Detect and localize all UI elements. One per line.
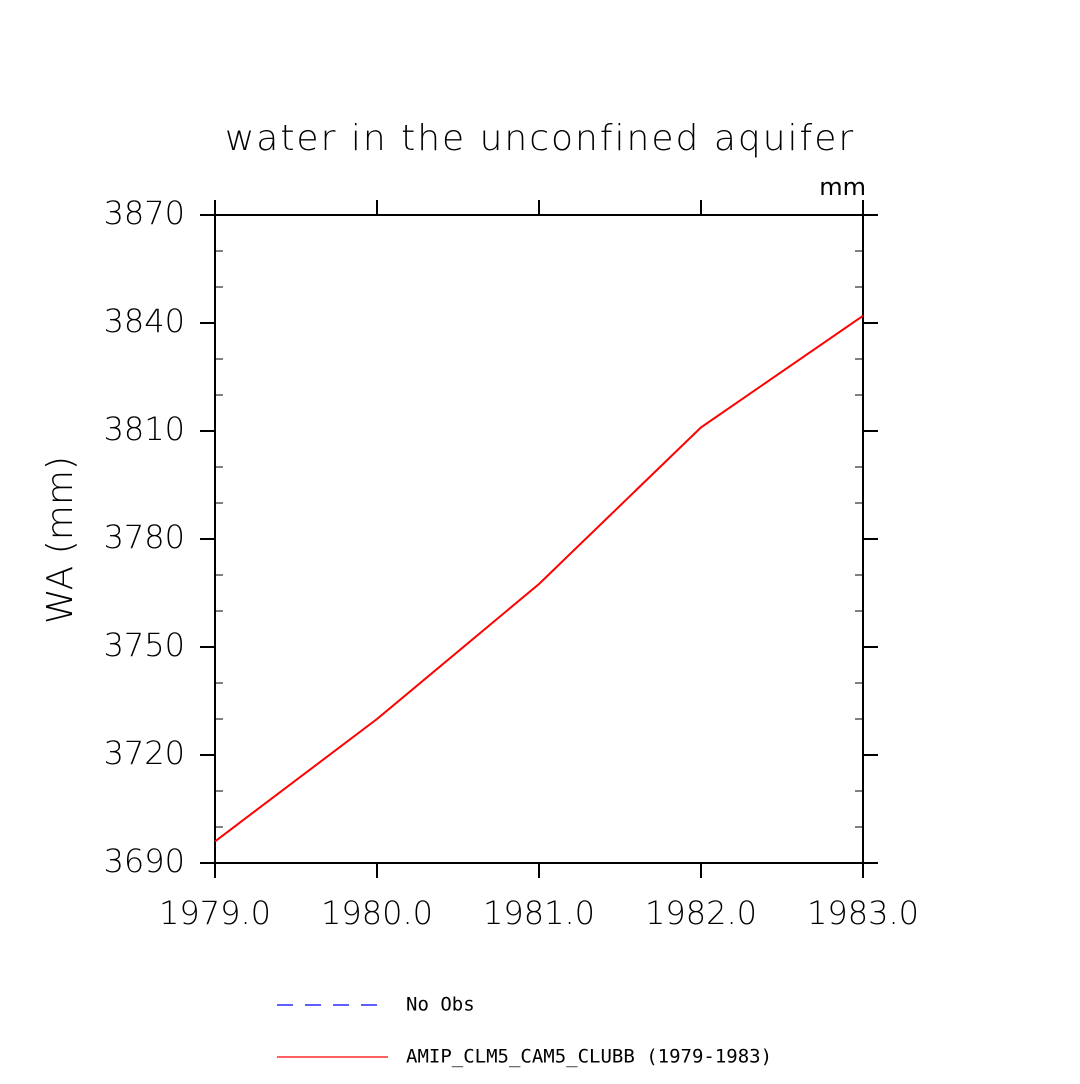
y-tick-label: 3840 bbox=[104, 302, 185, 340]
y-axis-label: WA (mm) bbox=[40, 456, 81, 624]
y-tick-label: 3690 bbox=[104, 842, 185, 880]
x-tick-label: 1983.0 bbox=[807, 894, 919, 932]
x-tick-label: 1981.0 bbox=[483, 894, 595, 932]
y-tick-label: 3750 bbox=[104, 626, 185, 664]
units-label: mm bbox=[819, 173, 866, 201]
x-tick-label: 1980.0 bbox=[321, 894, 433, 932]
legend-label: AMIP_CLM5_CAM5_CLUBB (1979-1983) bbox=[406, 1046, 772, 1068]
legend-label: No Obs bbox=[406, 994, 475, 1016]
y-tick-label: 3780 bbox=[104, 518, 185, 556]
y-tick-label: 3810 bbox=[104, 410, 185, 448]
x-tick-label: 1982.0 bbox=[645, 894, 757, 932]
data-line bbox=[214, 314, 864, 843]
x-tick-label: 1979.0 bbox=[159, 894, 271, 932]
y-tick-label: 3720 bbox=[104, 734, 185, 772]
plot-frame bbox=[214, 214, 864, 864]
chart-title: water in the unconfined aquifer bbox=[225, 118, 855, 159]
y-tick-label: 3870 bbox=[104, 194, 185, 232]
